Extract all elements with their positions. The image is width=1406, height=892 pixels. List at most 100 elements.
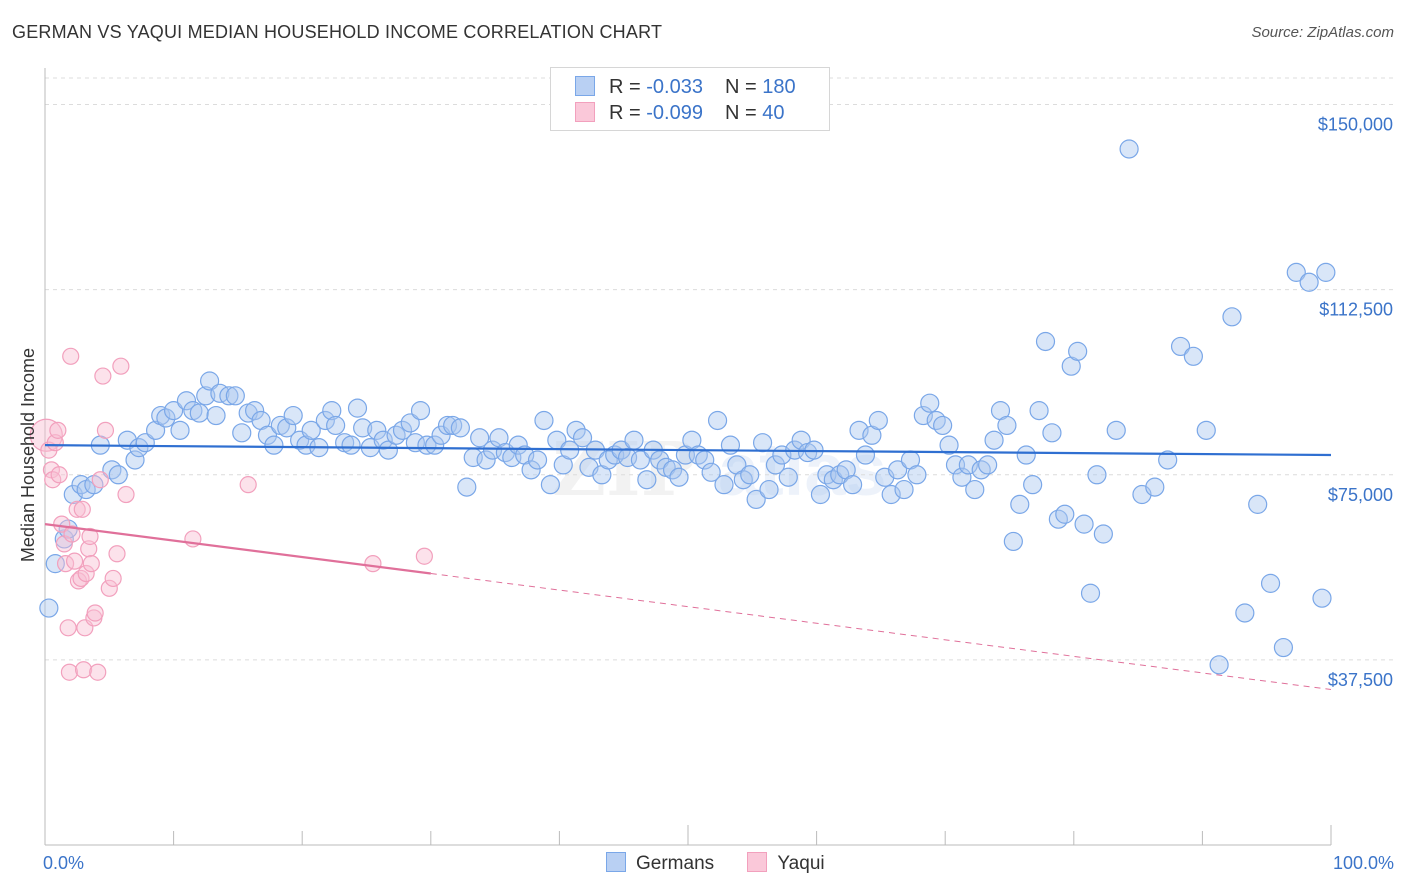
germans-point <box>129 438 149 458</box>
y-axis-label: Median Household Income <box>18 348 38 562</box>
germans-point <box>347 398 368 418</box>
germans-point <box>952 467 972 487</box>
germans-point <box>1035 331 1056 352</box>
germans-point <box>102 460 122 480</box>
germans-point <box>752 433 773 453</box>
yaqui-point <box>89 663 107 681</box>
germans-point <box>245 401 265 421</box>
germans-point <box>965 479 985 500</box>
germans-point <box>225 386 245 406</box>
germans-point <box>410 401 431 421</box>
germans-point <box>913 405 933 426</box>
germans-point <box>810 484 831 505</box>
chart-title: GERMAN VS YAQUI MEDIAN HOUSEHOLD INCOME … <box>12 22 663 42</box>
germans-points <box>39 139 1336 675</box>
germans-point <box>176 391 197 411</box>
yaqui-legend-label: Yaqui <box>777 853 825 874</box>
germans-point <box>63 484 83 505</box>
yaqui-trend-extension <box>430 573 1332 691</box>
yaqui-point <box>77 564 95 583</box>
germans-point <box>1248 494 1268 514</box>
germans-point <box>283 405 303 426</box>
germans-point <box>156 408 176 428</box>
germans-legend-swatch <box>606 852 626 872</box>
germans-point <box>849 420 869 440</box>
germans-point <box>170 420 190 440</box>
yaqui-point <box>65 552 84 570</box>
germans-point <box>701 462 721 482</box>
germans-point <box>189 403 209 423</box>
legend-r-label: R = <box>609 102 647 124</box>
germans-point <box>669 467 689 487</box>
yaqui-legend-swatch <box>747 852 768 872</box>
germans-point <box>540 475 560 495</box>
yaqui-point <box>72 569 90 588</box>
yaqui-point <box>74 661 93 679</box>
germans-point <box>196 386 216 406</box>
germans-point <box>392 420 413 440</box>
yaqui-point <box>91 471 109 489</box>
yaqui-point <box>108 545 126 563</box>
yaqui-point <box>60 663 79 681</box>
legend-n-label: N = <box>724 76 763 98</box>
germans-point <box>566 420 586 440</box>
germans-point <box>1286 262 1306 282</box>
germans-point <box>108 465 128 485</box>
germans-point <box>373 430 393 450</box>
germans-point <box>1145 477 1165 497</box>
germans-point <box>881 484 901 505</box>
germans-point <box>1048 509 1068 529</box>
legend-r-label: R = <box>609 76 647 98</box>
germans-point <box>457 477 477 497</box>
x-tick-label-max: 100.0% <box>1333 853 1394 873</box>
germans-point <box>1316 262 1336 282</box>
germans-point <box>939 435 959 455</box>
germans-point <box>920 393 940 413</box>
germans-point <box>257 425 278 445</box>
legend-r-value: -0.033 <box>646 76 703 98</box>
germans-point <box>219 386 239 406</box>
germans-point <box>1170 336 1191 357</box>
yaqui-point <box>104 569 122 588</box>
germans-point <box>1222 307 1242 327</box>
germans-point <box>1023 475 1043 495</box>
germans-point <box>624 430 644 450</box>
germans-point <box>1087 465 1107 485</box>
germans-swatch <box>575 76 595 96</box>
germans-point <box>907 465 927 485</box>
legend-item-germans: Germans <box>606 852 714 875</box>
germans-point <box>1273 637 1294 658</box>
yaqui-point <box>86 604 104 622</box>
germans-point <box>301 420 321 440</box>
germans-point <box>521 460 541 480</box>
legend-item-yaqui: Yaqui <box>747 852 825 875</box>
germans-point <box>1010 494 1030 514</box>
germans-point <box>135 433 155 453</box>
germans-point <box>984 430 1004 450</box>
yaqui-point <box>415 547 433 565</box>
germans-point <box>353 418 373 438</box>
germans-point <box>1074 514 1094 534</box>
y-tick-label: $112,500 <box>1319 300 1393 320</box>
germans-point <box>1016 445 1036 465</box>
yaqui-point <box>63 525 81 543</box>
yaqui-point <box>68 500 86 518</box>
legend-n-value: 40 <box>762 102 785 124</box>
germans-point <box>1158 450 1178 470</box>
germans-point <box>476 450 496 470</box>
y-tick-label: $37,500 <box>1328 670 1393 690</box>
germans-point <box>400 413 420 433</box>
germans-point <box>740 465 760 485</box>
germans-point <box>1312 588 1332 608</box>
yaqui-point <box>117 485 135 504</box>
germans-point <box>1299 272 1319 292</box>
germans-point <box>264 435 284 455</box>
yaqui-point <box>96 421 115 439</box>
legend-row-yaqui: R = -0.099 N = 40 <box>575 102 784 126</box>
germans-point <box>470 428 490 448</box>
germans-point <box>1080 583 1101 603</box>
germans-point <box>933 415 953 436</box>
germans-point <box>1106 420 1126 440</box>
germans-point <box>527 450 548 470</box>
